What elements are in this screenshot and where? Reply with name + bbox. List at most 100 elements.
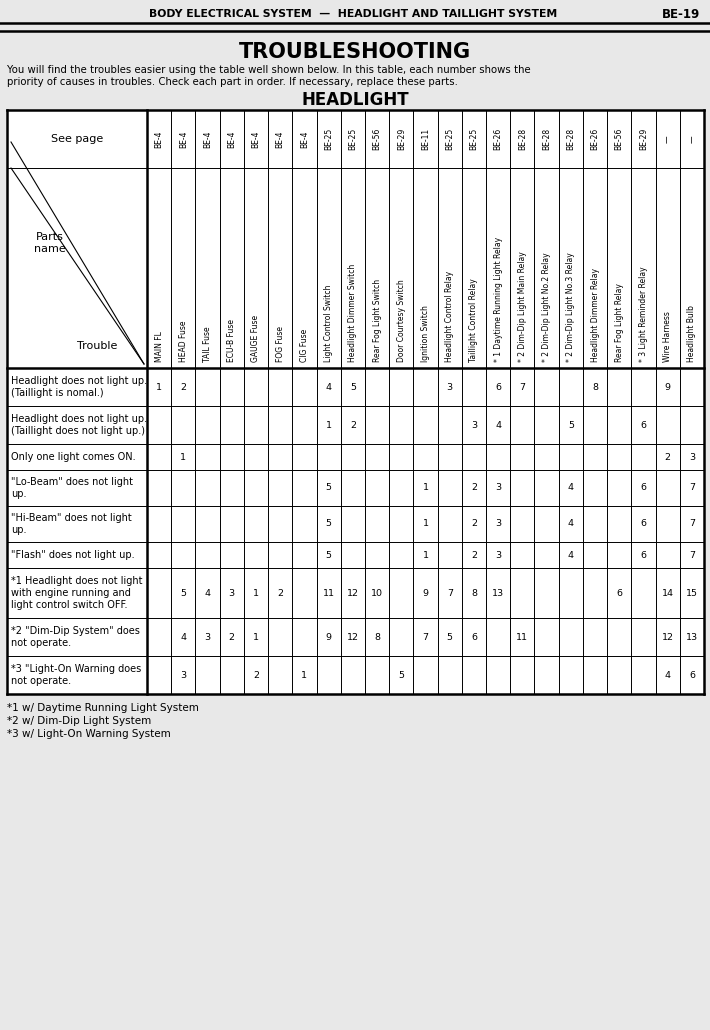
Text: 9: 9 bbox=[422, 588, 429, 597]
Text: Headlight Control Relay: Headlight Control Relay bbox=[445, 271, 454, 362]
Text: 9: 9 bbox=[665, 382, 671, 391]
Text: BE-4: BE-4 bbox=[227, 130, 236, 147]
Text: 14: 14 bbox=[662, 588, 674, 597]
Text: GAUGE Fuse: GAUGE Fuse bbox=[251, 315, 261, 362]
Text: 1: 1 bbox=[253, 632, 259, 642]
Text: CIG Fuse: CIG Fuse bbox=[300, 329, 309, 362]
Text: 5: 5 bbox=[326, 550, 332, 559]
Text: Taillight Control Relay: Taillight Control Relay bbox=[469, 278, 479, 362]
Text: 8: 8 bbox=[592, 382, 598, 391]
Text: 6: 6 bbox=[640, 550, 647, 559]
Text: 4: 4 bbox=[665, 671, 671, 680]
Text: 1: 1 bbox=[422, 483, 429, 492]
Text: BE-26: BE-26 bbox=[591, 128, 599, 150]
Text: 2: 2 bbox=[229, 632, 235, 642]
Text: 5: 5 bbox=[326, 483, 332, 492]
Text: 6: 6 bbox=[689, 671, 695, 680]
Text: 7: 7 bbox=[422, 632, 429, 642]
Text: BE-25: BE-25 bbox=[349, 128, 357, 150]
Text: BE-4: BE-4 bbox=[300, 130, 309, 147]
Text: 2: 2 bbox=[350, 420, 356, 430]
Text: 2: 2 bbox=[277, 588, 283, 597]
Text: 8: 8 bbox=[471, 588, 477, 597]
Text: 1: 1 bbox=[156, 382, 162, 391]
Text: 13: 13 bbox=[492, 588, 504, 597]
Text: 2: 2 bbox=[471, 483, 477, 492]
Text: BE-4: BE-4 bbox=[203, 130, 212, 147]
Text: Door Courtesy Switch: Door Courtesy Switch bbox=[397, 279, 406, 362]
Text: You will find the troubles easier using the table well shown below. In this tabl: You will find the troubles easier using … bbox=[7, 65, 530, 75]
Text: 3: 3 bbox=[471, 420, 477, 430]
Text: "Lo-Beam" does not light
up.: "Lo-Beam" does not light up. bbox=[11, 477, 133, 499]
Text: BE-28: BE-28 bbox=[567, 128, 575, 150]
Text: 4: 4 bbox=[204, 588, 211, 597]
Text: HEADLIGHT: HEADLIGHT bbox=[301, 91, 409, 109]
Text: BE-4: BE-4 bbox=[275, 130, 285, 147]
Text: 6: 6 bbox=[640, 519, 647, 528]
Text: 4: 4 bbox=[568, 550, 574, 559]
Text: 4: 4 bbox=[180, 632, 186, 642]
Text: 2: 2 bbox=[253, 671, 259, 680]
Text: 3: 3 bbox=[229, 588, 235, 597]
Text: 5: 5 bbox=[447, 632, 453, 642]
Text: BE-26: BE-26 bbox=[493, 128, 503, 150]
Text: 3: 3 bbox=[495, 483, 501, 492]
Text: *1 Headlight does not light
with engine running and
light control switch OFF.: *1 Headlight does not light with engine … bbox=[11, 577, 143, 610]
Text: 13: 13 bbox=[686, 632, 698, 642]
Text: FOG Fuse: FOG Fuse bbox=[275, 327, 285, 362]
Text: 6: 6 bbox=[616, 588, 622, 597]
Text: priority of causes in troubles. Check each part in order. If necessary, replace : priority of causes in troubles. Check ea… bbox=[7, 77, 458, 87]
Text: * 2 Dim-Dip Light No.3 Relay: * 2 Dim-Dip Light No.3 Relay bbox=[567, 252, 575, 362]
Text: BE-29: BE-29 bbox=[397, 128, 406, 150]
Text: BE-56: BE-56 bbox=[373, 128, 381, 150]
Text: BE-28: BE-28 bbox=[518, 128, 527, 150]
Text: *1 w/ Daytime Running Light System: *1 w/ Daytime Running Light System bbox=[7, 703, 199, 713]
Bar bbox=[7, 110, 704, 694]
Text: 7: 7 bbox=[689, 550, 695, 559]
Text: 12: 12 bbox=[662, 632, 674, 642]
Text: BE-25: BE-25 bbox=[469, 128, 479, 150]
Text: Rear Fog Light Relay: Rear Fog Light Relay bbox=[615, 283, 624, 362]
Text: Headlight Bulb: Headlight Bulb bbox=[687, 305, 697, 362]
Text: 12: 12 bbox=[347, 588, 359, 597]
Text: 3: 3 bbox=[495, 550, 501, 559]
Text: BE-25: BE-25 bbox=[445, 128, 454, 150]
Text: 1: 1 bbox=[302, 671, 307, 680]
Text: Ignition Switch: Ignition Switch bbox=[421, 305, 430, 362]
Text: 6: 6 bbox=[640, 483, 647, 492]
Text: Trouble: Trouble bbox=[77, 341, 117, 351]
Text: 5: 5 bbox=[180, 588, 186, 597]
Text: 2: 2 bbox=[471, 550, 477, 559]
Text: * 1 Daytime Running Light Relay: * 1 Daytime Running Light Relay bbox=[493, 237, 503, 362]
Text: "Hi-Beam" does not light
up.: "Hi-Beam" does not light up. bbox=[11, 513, 132, 535]
Text: * 2 Dim-Dip Light Main Relay: * 2 Dim-Dip Light Main Relay bbox=[518, 251, 527, 362]
Text: 4: 4 bbox=[568, 519, 574, 528]
Text: Headlight Dimmer Switch: Headlight Dimmer Switch bbox=[349, 264, 357, 362]
Text: 6: 6 bbox=[495, 382, 501, 391]
Text: 1: 1 bbox=[253, 588, 259, 597]
Text: 3: 3 bbox=[180, 671, 187, 680]
Text: 11: 11 bbox=[322, 588, 334, 597]
Text: TROUBLESHOOTING: TROUBLESHOOTING bbox=[239, 42, 471, 62]
Text: 3: 3 bbox=[447, 382, 453, 391]
Text: 3: 3 bbox=[495, 519, 501, 528]
Text: 4: 4 bbox=[568, 483, 574, 492]
Text: 7: 7 bbox=[447, 588, 453, 597]
Text: BE-4: BE-4 bbox=[251, 130, 261, 147]
Text: 1: 1 bbox=[326, 420, 332, 430]
Text: BE-4: BE-4 bbox=[155, 130, 163, 147]
Text: 4: 4 bbox=[326, 382, 332, 391]
Text: TAIL Fuse: TAIL Fuse bbox=[203, 327, 212, 362]
Text: —: — bbox=[663, 135, 672, 143]
Text: 3: 3 bbox=[689, 452, 695, 461]
Text: 12: 12 bbox=[347, 632, 359, 642]
Text: 7: 7 bbox=[689, 483, 695, 492]
Text: BE-19: BE-19 bbox=[662, 7, 700, 21]
Text: BE-11: BE-11 bbox=[421, 128, 430, 150]
Text: Headlight Dimmer Relay: Headlight Dimmer Relay bbox=[591, 268, 599, 362]
Text: Light Control Switch: Light Control Switch bbox=[324, 284, 333, 362]
Text: BE-25: BE-25 bbox=[324, 128, 333, 150]
Text: BE-28: BE-28 bbox=[542, 128, 551, 150]
Text: 15: 15 bbox=[686, 588, 698, 597]
Text: *3 w/ Light-On Warning System: *3 w/ Light-On Warning System bbox=[7, 729, 170, 739]
